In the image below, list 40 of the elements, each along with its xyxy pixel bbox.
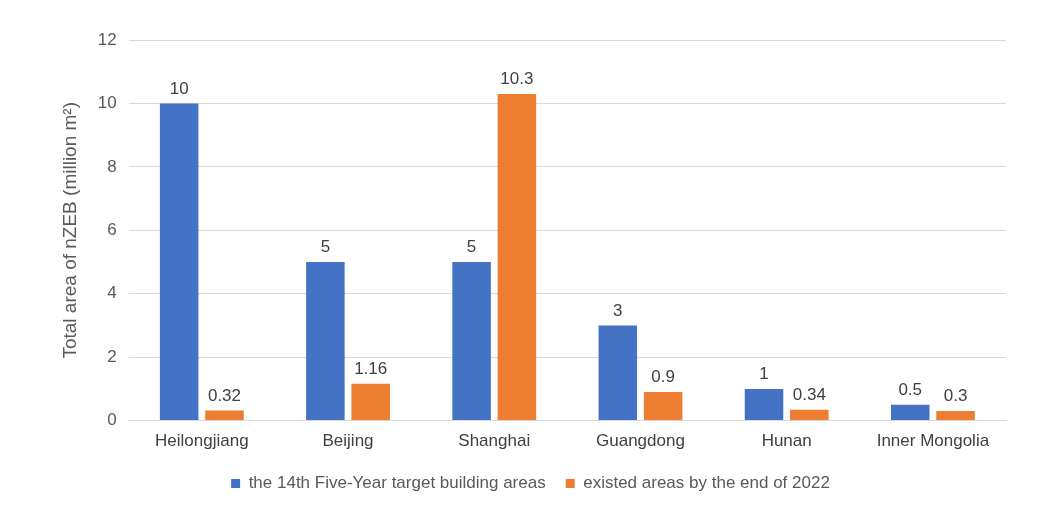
bar bbox=[351, 383, 390, 421]
y-tick-label: 0 bbox=[107, 410, 117, 430]
bar bbox=[598, 325, 638, 421]
bar bbox=[790, 409, 829, 421]
legend-label: the 14th Five-Year target building areas bbox=[248, 473, 546, 493]
x-tick-label: Inner Mongolia bbox=[876, 431, 990, 451]
y-tick-label: 2 bbox=[107, 346, 117, 366]
y-tick-label: 12 bbox=[97, 29, 117, 49]
bar bbox=[306, 262, 345, 421]
x-tick-label: Shanghai bbox=[458, 431, 531, 451]
data-label: 0.34 bbox=[792, 385, 826, 404]
legend-label: existed areas by the end of 2022 bbox=[583, 473, 830, 493]
data-label: 3 bbox=[613, 300, 623, 320]
data-label: 5 bbox=[320, 237, 331, 257]
y-tick-label: 6 bbox=[107, 219, 117, 239]
data-label: 5 bbox=[466, 237, 477, 257]
bar bbox=[452, 262, 491, 421]
x-tick-label: Beijing bbox=[322, 431, 374, 451]
bar bbox=[205, 410, 244, 421]
bar bbox=[643, 392, 683, 421]
data-label: 1.16 bbox=[354, 359, 388, 378]
y-axis-title: Total area of nZEB (million m²) bbox=[58, 102, 80, 359]
bar bbox=[497, 93, 537, 421]
y-tick-label: 4 bbox=[107, 283, 117, 303]
x-tick-label: Guangdong bbox=[596, 431, 685, 451]
data-label: 10 bbox=[169, 78, 189, 98]
bar bbox=[890, 404, 930, 421]
data-label: 10.3 bbox=[500, 69, 534, 89]
data-label: 0.9 bbox=[651, 367, 675, 387]
bar bbox=[159, 103, 199, 421]
data-label: 0.32 bbox=[207, 385, 242, 405]
y-tick-label: 8 bbox=[107, 156, 117, 176]
data-label: 0.3 bbox=[943, 386, 968, 406]
x-tick-label: Heilongjiang bbox=[155, 431, 249, 451]
y-tick-label: 10 bbox=[97, 93, 117, 113]
data-label: 1 bbox=[759, 364, 769, 384]
x-tick-label: Hunan bbox=[761, 431, 812, 451]
data-label: 0.5 bbox=[898, 379, 923, 399]
bar bbox=[744, 388, 784, 421]
bar bbox=[936, 411, 975, 421]
